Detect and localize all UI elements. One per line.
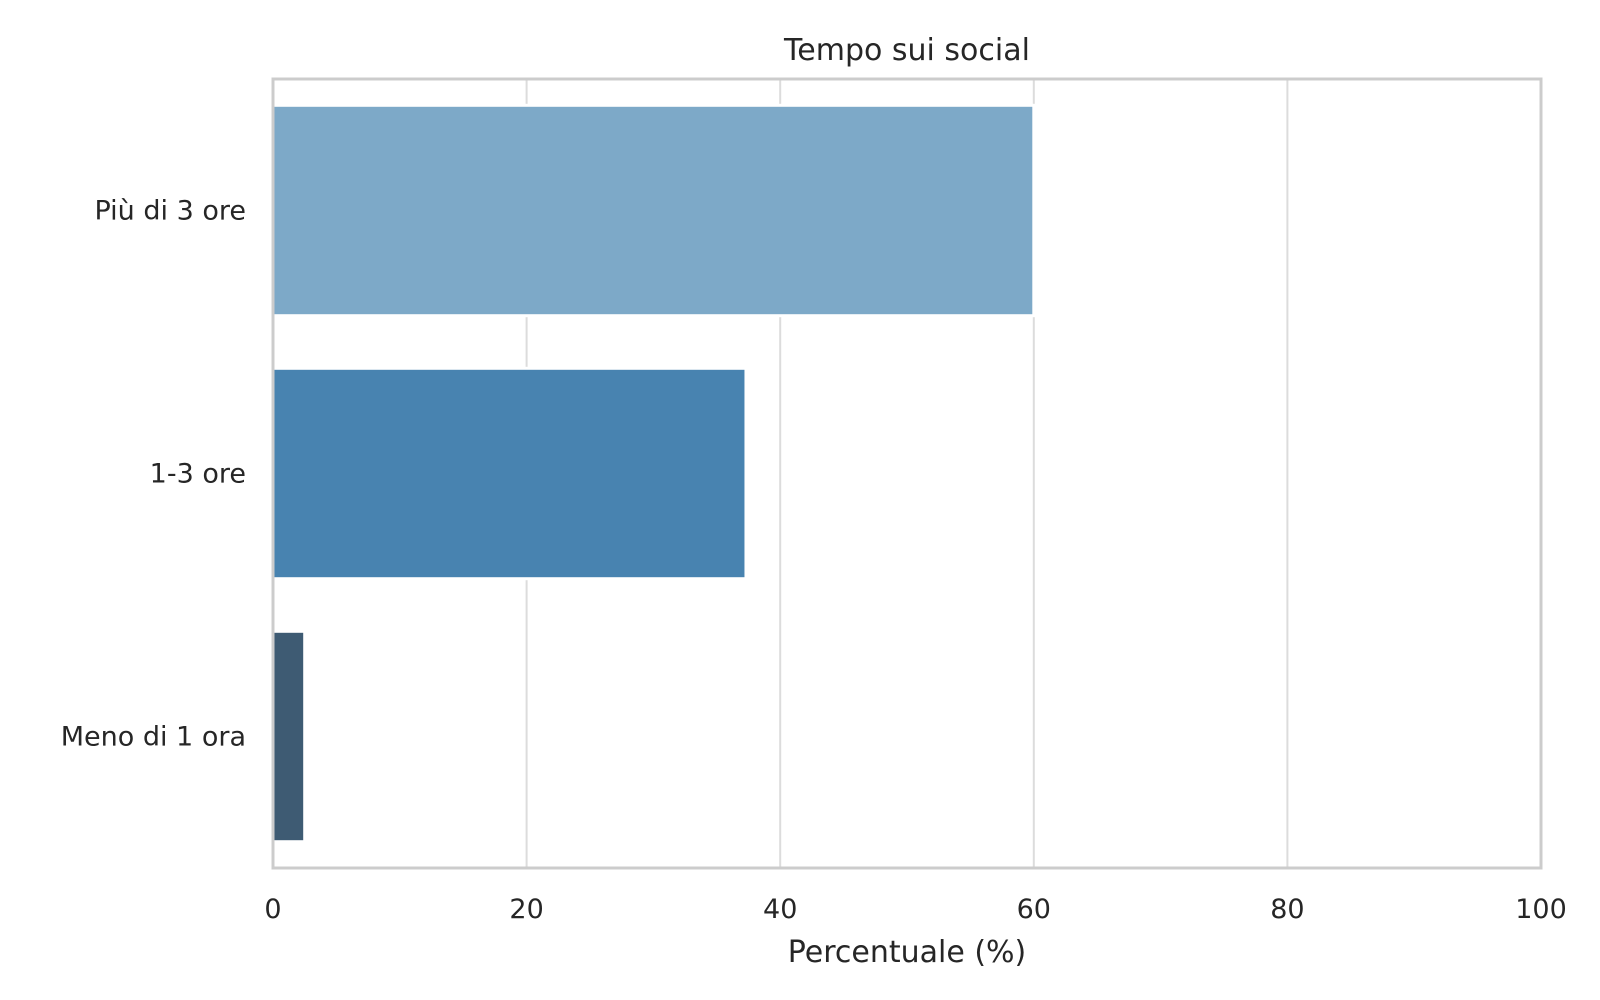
x-axis-labels: 0 20 40 60 80 100 [264, 894, 1566, 925]
y-tick-label: Meno di 1 ora [61, 722, 246, 753]
x-tick-label: 40 [763, 894, 797, 925]
y-axis-labels: Più di 3 ore 1-3 ore Meno di 1 ora [61, 196, 246, 753]
bars [271, 103, 1036, 844]
bar-0 [271, 103, 1036, 318]
y-tick-label: 1-3 ore [150, 459, 246, 490]
x-tick-label: 0 [264, 894, 281, 925]
chart-title: Tempo sui social [783, 33, 1030, 68]
x-tick-label: 80 [1270, 894, 1304, 925]
y-tick-label: Più di 3 ore [94, 196, 246, 227]
x-tick-label: 20 [509, 894, 543, 925]
x-tick-label: 100 [1515, 894, 1567, 925]
bar-2 [271, 629, 307, 844]
x-axis-title: Percentuale (%) [788, 935, 1027, 970]
x-tick-label: 60 [1017, 894, 1051, 925]
bar-1 [271, 366, 748, 581]
plot-frame [271, 77, 1543, 870]
